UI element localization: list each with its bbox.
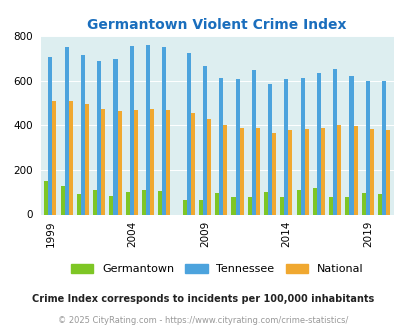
Bar xyxy=(235,79,239,214)
Bar xyxy=(130,46,134,214)
Bar xyxy=(93,190,97,214)
Bar xyxy=(64,48,68,214)
Bar xyxy=(251,70,255,214)
Bar xyxy=(279,197,284,214)
Bar xyxy=(202,66,207,214)
Bar xyxy=(361,193,365,214)
Bar xyxy=(190,113,194,214)
Bar xyxy=(349,76,353,215)
Bar xyxy=(231,197,235,214)
Bar xyxy=(284,79,288,214)
Bar xyxy=(85,104,89,214)
Bar xyxy=(48,57,52,214)
Bar xyxy=(288,130,292,214)
Bar xyxy=(223,125,227,214)
Bar xyxy=(186,53,190,214)
Bar xyxy=(345,197,349,214)
Bar xyxy=(312,188,316,214)
Text: © 2025 CityRating.com - https://www.cityrating.com/crime-statistics/: © 2025 CityRating.com - https://www.city… xyxy=(58,315,347,325)
Title: Germantown Violent Crime Index: Germantown Violent Crime Index xyxy=(87,18,346,32)
Bar xyxy=(316,73,320,215)
Bar xyxy=(337,125,341,214)
Bar xyxy=(296,190,300,215)
Bar xyxy=(207,119,211,214)
Bar xyxy=(365,81,369,214)
Bar xyxy=(198,200,202,214)
Bar xyxy=(328,197,333,214)
Bar xyxy=(166,110,170,214)
Bar xyxy=(97,61,101,214)
Bar xyxy=(215,193,219,214)
Bar xyxy=(381,81,385,214)
Bar xyxy=(300,78,304,214)
Bar xyxy=(109,196,113,214)
Bar xyxy=(353,126,357,214)
Legend: Germantown, Tennessee, National: Germantown, Tennessee, National xyxy=(66,259,367,279)
Bar xyxy=(146,45,150,214)
Bar xyxy=(333,69,337,214)
Bar xyxy=(162,48,166,214)
Bar xyxy=(134,110,138,214)
Bar xyxy=(239,128,243,214)
Bar xyxy=(377,194,381,214)
Bar xyxy=(219,78,223,214)
Bar xyxy=(267,84,271,214)
Bar xyxy=(117,111,121,214)
Bar xyxy=(52,101,56,214)
Text: Crime Index corresponds to incidents per 100,000 inhabitants: Crime Index corresponds to incidents per… xyxy=(32,294,373,304)
Bar xyxy=(369,129,373,214)
Bar xyxy=(142,190,146,215)
Bar xyxy=(304,129,308,214)
Bar xyxy=(101,109,105,214)
Bar xyxy=(247,197,251,214)
Bar xyxy=(77,194,81,214)
Bar xyxy=(150,109,154,214)
Bar xyxy=(125,192,130,214)
Bar xyxy=(68,101,72,214)
Bar xyxy=(60,186,64,214)
Bar xyxy=(271,133,275,214)
Bar xyxy=(81,55,85,214)
Bar xyxy=(263,192,267,214)
Bar xyxy=(44,181,48,214)
Bar xyxy=(158,191,162,214)
Bar xyxy=(320,128,324,214)
Bar xyxy=(113,59,117,214)
Bar xyxy=(182,200,186,214)
Bar xyxy=(385,130,389,214)
Bar xyxy=(255,128,259,214)
